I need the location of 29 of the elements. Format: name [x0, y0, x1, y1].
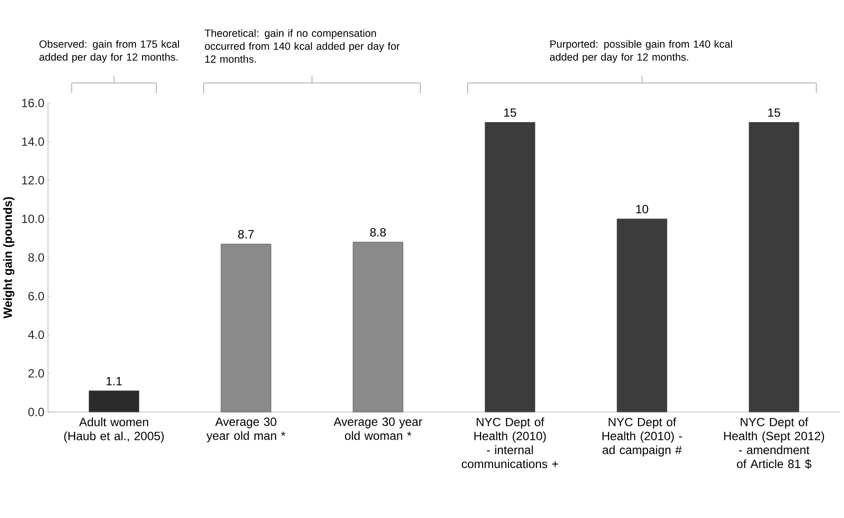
y-tick-label: 8.0: [28, 253, 44, 262]
data-label: 8.7: [238, 230, 254, 238]
data-label: 8.8: [370, 228, 386, 237]
x-tick-label: NYC Dept of Health (Sept 2012) - amendment of Article 81 $: [724, 418, 824, 469]
y-tick-label: 6.0: [28, 292, 44, 300]
x-tick-label: Average 30 year old man *: [206, 418, 286, 442]
data-label: 15: [768, 108, 780, 117]
text: Observed: gain from 175 kcal added per day for 12 months.: [39, 40, 179, 63]
bar: [484, 122, 536, 412]
y-tick-label: 4.0: [28, 330, 44, 339]
bar: [748, 122, 800, 412]
data-label: 10: [636, 204, 648, 214]
x-tick-label: NYC Dept of Health (2010) - ad campaign #: [602, 418, 682, 457]
y-tick-label: 0.0: [28, 408, 44, 416]
x-tick-label: Average 30 year old woman *: [334, 418, 422, 440]
y-tick-label: 14.0: [22, 137, 44, 146]
text: Theoretical: gain if no compensation occurred from 140 kcal added per day for 12 months.: [204, 29, 400, 63]
bar: [616, 218, 668, 412]
y-tick-label: 12.0: [22, 176, 44, 184]
bar: [88, 390, 140, 412]
y-axis-title: Weight gain (pounds): [3, 197, 14, 318]
data-label: 15: [504, 108, 516, 117]
data-label: 1.1: [106, 377, 122, 386]
x-tick-label: Adult women (Haub et al., 2005): [64, 418, 164, 443]
y-tick-label: 10.0: [22, 214, 44, 224]
text: Purported: possible gain from 140 kcal added per day for 12 months.: [550, 40, 732, 63]
y-tick-label: 16.0: [22, 98, 44, 108]
y-tick-label: 2.0: [28, 369, 44, 378]
x-tick-label: NYC Dept of Health (2010) - internal communications +: [462, 418, 558, 468]
